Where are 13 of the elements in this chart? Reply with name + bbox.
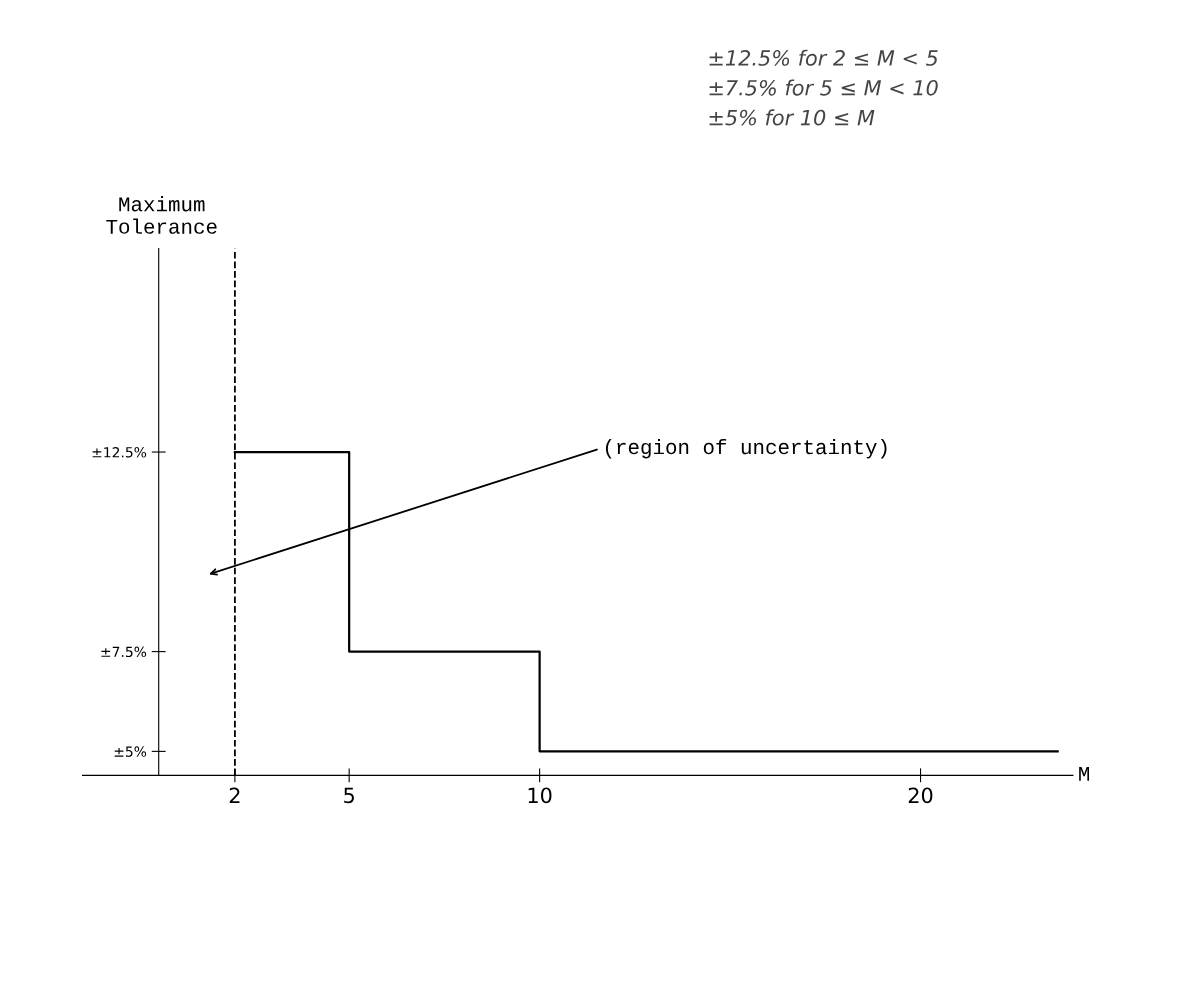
y-tick-label: ±5% <box>114 746 147 757</box>
x-axis-title: M <box>1079 766 1090 781</box>
y-tick-label: ±12.5% <box>92 447 147 458</box>
x-tick-label: 10 <box>528 787 552 804</box>
text: ±5% for 10 ≤ M <box>709 109 875 126</box>
x-tick-label: 2 <box>229 787 240 803</box>
y-axis-title: Maximum Tolerance <box>106 196 217 234</box>
annotation: (region of uncertainty) <box>605 438 887 459</box>
x-tick-label: 20 <box>908 787 933 804</box>
y-tick-label: ±7.5% <box>101 646 147 658</box>
x-tick-label: 5 <box>344 787 354 804</box>
text: ±12.5% for 2 ≤ M < 5 <box>709 49 938 66</box>
text: ±7.5% for 5 ≤ M < 10 <box>709 79 938 96</box>
